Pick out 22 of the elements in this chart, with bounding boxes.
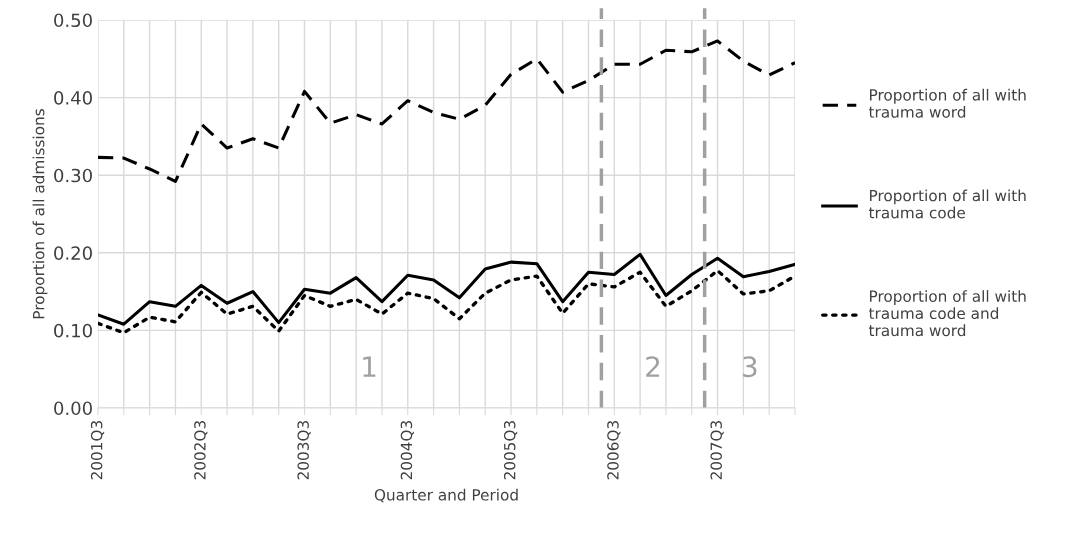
y-tick-label: 0.30 — [54, 168, 92, 183]
x-tick-label: 2007Q3 — [710, 421, 724, 480]
annotation: 3 — [743, 356, 757, 378]
y-axis-title: Proportion of all admissions — [32, 109, 48, 319]
y-tick-label: 0.20 — [54, 246, 92, 260]
y-tick-label: 0.40 — [54, 91, 92, 105]
annotation: 1 — [363, 356, 376, 377]
x-axis-title: Quarter and Period — [374, 488, 518, 503]
x-tick-label: 2001Q3 — [90, 421, 105, 480]
line-series — [98, 39, 795, 183]
y-tick-label: 0.00 — [54, 401, 92, 416]
x-tick-label: 2004Q3 — [400, 421, 414, 480]
y-tick-label: 0.10 — [54, 323, 92, 338]
annotation: 2 — [646, 356, 660, 377]
y-tick-label: 0.50 — [54, 13, 92, 28]
legend-label: Proportion of all with trauma code — [868, 189, 1026, 219]
legend-label: Proportion of all with trauma code and trauma word — [868, 290, 1026, 337]
x-tick-label: 2002Q3 — [194, 421, 208, 480]
x-tick-label: 2005Q3 — [503, 421, 518, 480]
x-tick-label: 2003Q3 — [297, 421, 311, 480]
legend-label: Proportion of all with trauma word — [868, 88, 1026, 118]
x-tick-label: 2006Q3 — [607, 421, 621, 480]
